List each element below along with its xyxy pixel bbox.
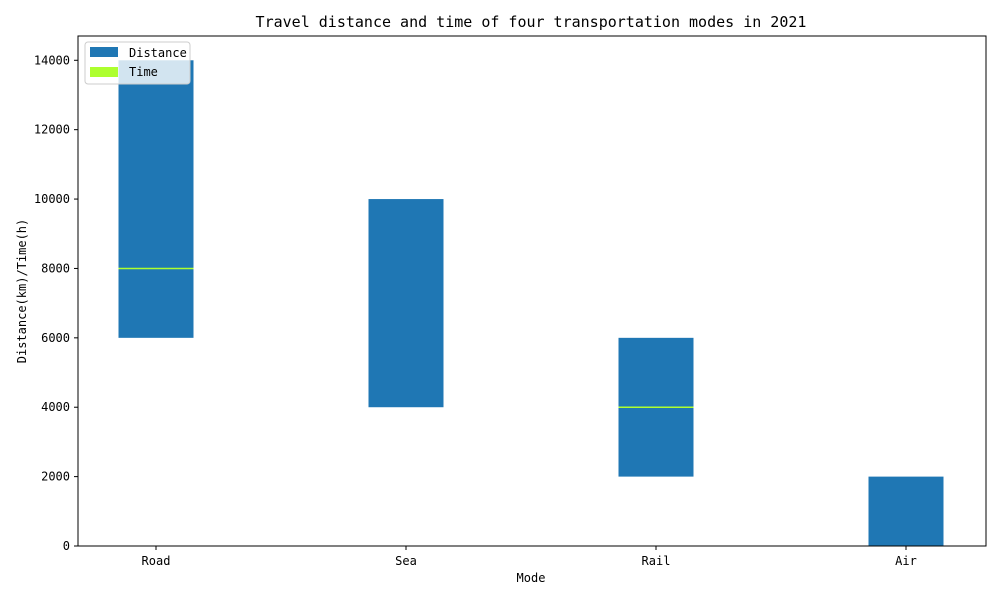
x-tick-label-sea: Sea — [395, 554, 417, 568]
legend-label-time: Time — [129, 65, 158, 79]
x-tick-label-air: Air — [895, 554, 917, 568]
y-tick-label: 8000 — [41, 261, 70, 275]
time-lines-layer — [118, 267, 694, 408]
y-axis-title: Distance(km)/Time(h) — [15, 219, 29, 364]
legend-swatch-time — [90, 67, 118, 77]
bar-distance-air — [868, 476, 944, 546]
y-axis: 0 2000 4000 6000 8000 10000 12000 14000 — [34, 53, 78, 553]
legend: Distance Time — [84, 41, 191, 85]
bar-distance-road — [118, 60, 194, 338]
x-tick-label-rail: Rail — [642, 554, 671, 568]
legend-swatch-distance — [90, 47, 118, 57]
plot-frame — [77, 35, 987, 547]
x-axis: Road Sea Rail Air — [142, 546, 917, 568]
y-tick-label: 0 — [63, 539, 70, 553]
x-tick-label-road: Road — [142, 554, 171, 568]
plot-area — [78, 36, 986, 546]
legend-label-distance: Distance — [129, 46, 187, 60]
x-axis-title: Mode — [517, 571, 546, 585]
bar-distance-sea — [368, 199, 444, 408]
y-tick-label: 10000 — [34, 192, 70, 206]
y-tick-label: 12000 — [34, 123, 70, 137]
y-tick-label: 2000 — [41, 470, 70, 484]
y-tick-label: 14000 — [34, 53, 70, 67]
chart-title: Travel distance and time of four transpo… — [256, 13, 807, 31]
y-tick-label: 4000 — [41, 400, 70, 414]
bars-layer — [118, 60, 944, 546]
y-tick-label: 6000 — [41, 331, 70, 345]
